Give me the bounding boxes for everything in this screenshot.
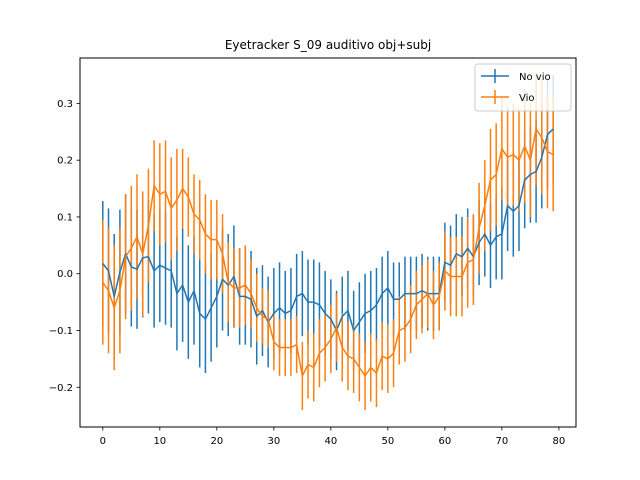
legend-label-vio: Vio [519,93,535,104]
series-line-vio [102,128,554,377]
x-tick-label: 30 [267,436,280,447]
y-axis: −0.2 −0.1 0.0 0.1 0.2 0.3 [49,99,80,394]
x-tick-label: 20 [210,436,223,447]
y-tick-label: 0.3 [57,99,73,110]
x-tick-label: 40 [324,436,337,447]
x-tick-label: 0 [100,436,106,447]
x-tick-label: 70 [496,436,509,447]
lines-layer [102,128,554,377]
legend: No vio Vio [474,63,572,112]
series-line-no-vio [102,128,554,332]
y-tick-label: −0.1 [49,326,73,337]
x-tick-label: 80 [553,436,566,447]
y-tick-label: 0.0 [57,269,73,280]
x-tick-label: 50 [381,436,394,447]
y-tick-label: 0.1 [57,212,73,223]
x-tick-label: 10 [153,436,166,447]
chart-title: Eyetracker S_09 auditivo obj+subj [225,38,431,52]
legend-label-no-vio: No vio [519,72,551,83]
x-axis: 0 10 20 30 40 50 60 70 80 [100,427,566,447]
y-tick-label: −0.2 [49,383,73,394]
y-tick-label: 0.2 [57,156,73,167]
plot-area [102,72,554,410]
x-tick-label: 60 [439,436,452,447]
axes-frame [79,57,577,428]
